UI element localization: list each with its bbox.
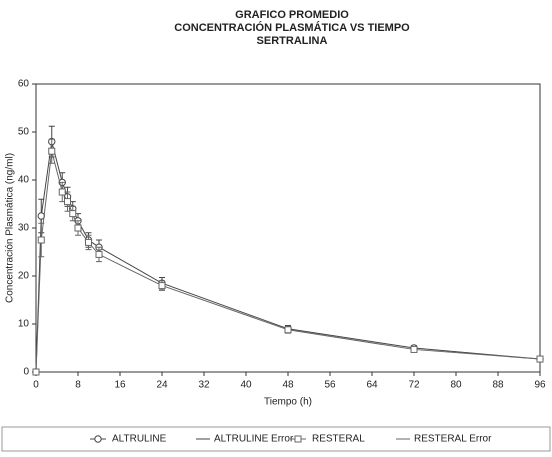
y-axis-label: Concentración Plasmática (ng/ml) <box>5 153 16 303</box>
marker <box>95 250 103 258</box>
x-tick-label: 24 <box>156 380 168 391</box>
legend-label: RESTERAL Error <box>414 434 492 445</box>
x-tick-label: 56 <box>324 380 336 391</box>
chart-title: CONCENTRACIÓN PLASMÁTICA VS TIEMPO <box>174 21 410 34</box>
chart-title: GRAFICO PROMEDIO <box>235 9 349 21</box>
marker <box>85 238 92 246</box>
series-line <box>35 141 541 373</box>
x-tick-label: 80 <box>450 380 462 391</box>
marker <box>32 368 40 376</box>
marker <box>69 210 77 218</box>
y-tick-label: 20 <box>18 271 30 282</box>
y-tick-label: 30 <box>18 223 30 234</box>
y-tick-label: 0 <box>23 367 29 378</box>
marker <box>158 282 166 290</box>
legend-frame <box>1 426 551 452</box>
legend-label: RESTERAL <box>312 434 365 445</box>
x-axis-label: Tiempo (h) <box>264 397 312 408</box>
y-tick-label: 10 <box>18 319 30 330</box>
x-tick-label: 48 <box>282 380 294 391</box>
y-tick-label: 40 <box>18 175 30 186</box>
x-tick-label: 40 <box>240 380 252 391</box>
series-line <box>35 151 541 373</box>
marker <box>74 224 82 232</box>
chart-title: SERTRALINA <box>257 35 328 47</box>
y-tick-label: 60 <box>18 79 30 90</box>
x-tick-label: 8 <box>75 380 81 391</box>
x-tick-label: 32 <box>198 380 210 391</box>
marker <box>94 435 102 443</box>
x-tick-label: 0 <box>33 380 39 391</box>
y-tick-label: 50 <box>18 127 30 138</box>
x-tick-label: 64 <box>366 380 378 391</box>
x-tick-label: 72 <box>408 380 420 391</box>
marker <box>284 326 292 334</box>
marker <box>536 355 544 363</box>
marker <box>294 435 302 443</box>
x-tick-label: 16 <box>114 380 126 391</box>
marker <box>48 147 56 155</box>
x-tick-label: 96 <box>534 380 546 391</box>
marker <box>410 345 418 353</box>
x-tick-label: 88 <box>492 380 504 391</box>
legend-label: ALTRULINE <box>112 434 167 445</box>
legend-label: ALTRULINE Error <box>214 434 294 445</box>
marker <box>37 236 45 244</box>
marker <box>64 198 71 206</box>
marker <box>58 188 66 196</box>
